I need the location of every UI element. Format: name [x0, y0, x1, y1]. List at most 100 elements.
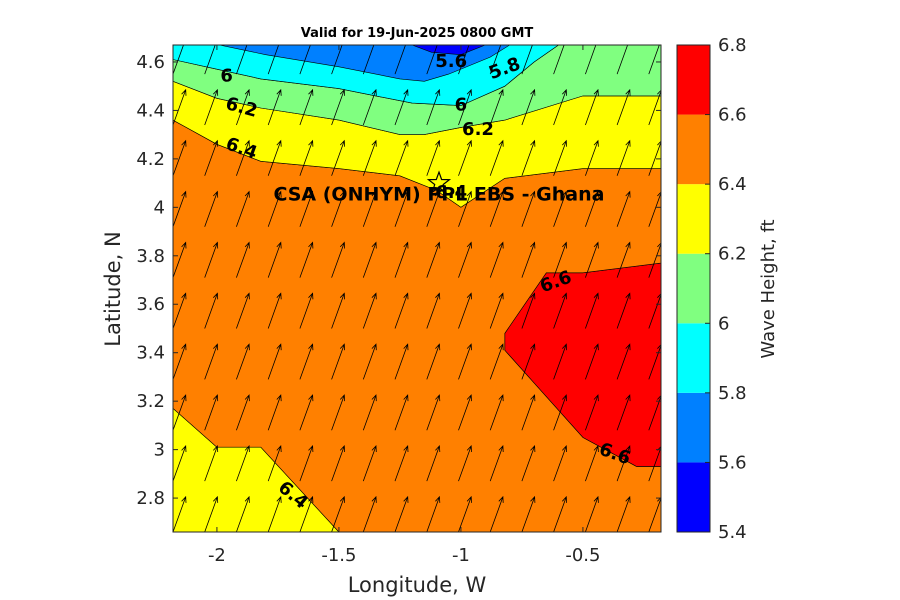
wave-vector-arrow — [648, 242, 661, 278]
wave-vector-arrow — [553, 394, 567, 431]
wave-vector-arrow — [267, 190, 282, 227]
wave-vector-arrow — [267, 292, 282, 329]
colorbar-swatch — [677, 45, 710, 115]
colorbar-swatch — [677, 114, 710, 185]
wave-vector-arrow — [267, 139, 282, 176]
contour-label: 6 — [455, 95, 468, 116]
wave-vector-arrow — [267, 495, 282, 532]
wave-vector-arrow — [299, 495, 314, 532]
wave-vector-arrow — [299, 190, 314, 227]
wave-vector-arrow — [362, 88, 377, 126]
wave-vector-arrow — [204, 45, 216, 75]
wave-vector-arrow — [458, 495, 472, 532]
contour-band-5-6-5-8 — [219, 45, 511, 82]
wave-vector-arrow — [204, 190, 219, 227]
wave-vector-arrow — [394, 88, 409, 126]
y-tick-label: 3.6 — [136, 294, 165, 315]
wave-vector-arrow — [426, 394, 441, 431]
site-star-icon — [426, 170, 452, 194]
colorbar-frame — [676, 44, 711, 533]
colorbar-tick-label: 6.4 — [718, 174, 747, 195]
wave-vector-arrow — [585, 139, 599, 176]
wave-vector-arrow — [394, 45, 406, 75]
colorbar-swatch — [677, 184, 710, 254]
wave-vector-arrow — [267, 445, 282, 482]
wave-vector-arrow — [331, 292, 345, 329]
wave-vector-arrow — [236, 394, 250, 431]
wave-vector-arrow — [331, 495, 345, 532]
wave-vector-arrow — [236, 139, 250, 176]
y-axis-ticks: 2.8 3 3.2 3.4 3.6 3.8 4 4.2 4.4 4.6 — [136, 52, 661, 509]
wave-vector-arrow — [362, 445, 377, 482]
y-tick-label: 4.2 — [136, 149, 165, 170]
wave-vector-arrow — [489, 292, 504, 329]
wave-vector-arrow — [553, 190, 567, 227]
wave-vector-arrow — [331, 190, 345, 227]
contour-label: 5.6 — [435, 51, 467, 72]
wave-vector-arrow — [173, 343, 187, 380]
colorbar-tick-label: 5.8 — [718, 383, 747, 404]
colorbar-swatch — [677, 462, 710, 532]
wave-vector-arrow — [299, 292, 314, 329]
wave-vector-arrow — [331, 45, 343, 75]
x-tick-label: -1.5 — [321, 545, 356, 566]
x-axis-ticks: -2 -1.5 -1 -0.5 — [208, 45, 600, 566]
colorbar: 5.4 5.6 5.8 6 6.2 6.4 6.6 6.8 — [676, 35, 747, 543]
y-tick-label: 4 — [154, 197, 165, 218]
wave-vector-arrow — [553, 241, 567, 278]
wave-vector-arrow — [331, 88, 345, 126]
wave-vector-arrow — [458, 45, 470, 75]
y-tick-label: 4.6 — [136, 52, 165, 73]
wave-vector-arrow — [299, 241, 314, 278]
wave-vector-arrow — [204, 292, 219, 329]
wave-vector-arrow — [616, 445, 631, 482]
wave-vector-arrow — [299, 394, 314, 431]
wave-vector-arrow — [585, 88, 599, 126]
wave-vector-arrow — [204, 445, 219, 482]
wave-vector-arrow — [394, 343, 409, 380]
wave-vector-arrow — [458, 88, 472, 126]
wave-vector-arrow — [173, 394, 187, 431]
wave-vector-arrow — [585, 292, 599, 329]
wave-vector-arrow — [236, 190, 250, 227]
wave-vector-arrow — [362, 292, 377, 329]
wave-vector-arrow — [394, 495, 409, 532]
wave-vector-arrow — [648, 445, 661, 482]
wave-vector-arrow — [521, 292, 536, 329]
wave-vector-arrow — [616, 241, 631, 278]
wave-vector-arrow — [521, 495, 536, 532]
wave-vector-arrow — [331, 139, 345, 176]
wave-vector-arrow — [204, 241, 219, 278]
wave-vector-arrow — [616, 190, 631, 227]
wave-vector-arrow — [236, 88, 250, 126]
wave-direction-vectors — [173, 45, 661, 532]
colorbar-label: Wave Height, ft — [758, 219, 779, 358]
x-tick-label: -1 — [452, 545, 470, 566]
wave-vector-arrow — [426, 88, 441, 126]
wave-vector-arrow — [362, 241, 377, 278]
wave-vector-arrow — [236, 495, 250, 532]
wave-vector-arrow — [426, 241, 441, 278]
wave-vector-arrow — [394, 394, 409, 431]
wave-vector-arrow — [553, 445, 567, 482]
wave-vector-arrow — [521, 45, 533, 75]
wave-vector-arrow — [426, 343, 441, 380]
wave-vector-arrow — [204, 139, 219, 176]
y-tick-label: 3.4 — [136, 343, 165, 364]
wave-vector-arrow — [521, 343, 536, 380]
colorbar-tick-label: 6.2 — [718, 244, 747, 265]
wave-vector-arrow — [585, 495, 599, 532]
wave-vector-arrow — [362, 45, 375, 75]
colorbar-tick-label: 6.8 — [718, 35, 747, 56]
wave-vector-arrow — [236, 445, 250, 482]
wave-vector-arrow — [489, 343, 504, 380]
wave-vector-arrow — [553, 139, 567, 176]
wave-vector-arrow — [299, 88, 314, 126]
wave-vector-arrow — [394, 445, 409, 482]
wave-vector-arrow — [426, 139, 441, 176]
wave-vector-arrow — [458, 394, 472, 431]
wave-vector-arrow — [331, 241, 345, 278]
wave-vector-arrow — [331, 343, 345, 380]
wave-vector-arrow — [648, 45, 660, 75]
wave-vector-arrow — [426, 45, 438, 75]
